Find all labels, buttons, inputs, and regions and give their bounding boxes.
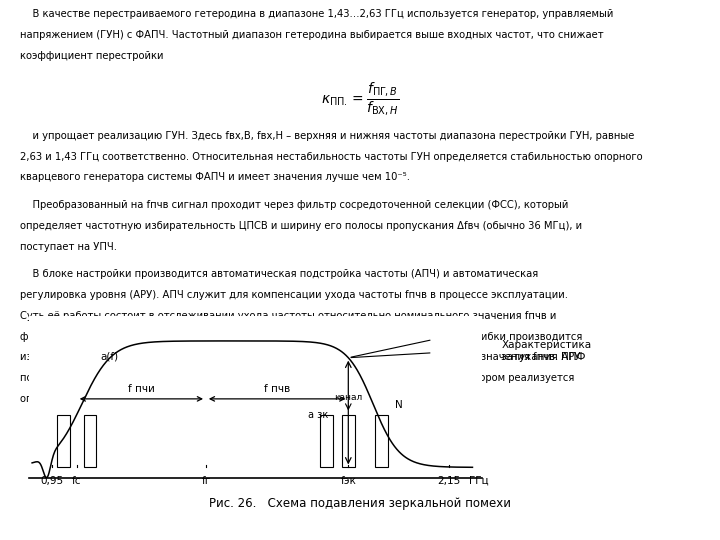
Text: кварцевого генератора системы ФАПЧ и имеет значения лучше чем 10⁻⁵.: кварцевого генератора системы ФАПЧ и име… [20, 172, 410, 183]
Text: $\kappa_{\Pi\Pi.} = \dfrac{f_{\Pi\Gamma,B}}{f_{\text{BX},H}}$: $\kappa_{\Pi\Pi.} = \dfrac{f_{\Pi\Gamma,… [321, 80, 399, 118]
Text: f пчи: f пчи [128, 384, 155, 394]
Text: fэк: fэк [341, 476, 356, 486]
Text: и упрощает реализацию ГУН. Здесь fвх,B, fвх,Н – верхняя и нижняя частоты диапазо: и упрощает реализацию ГУН. Здесь fвх,B, … [20, 131, 634, 140]
Text: a(f): a(f) [100, 352, 118, 362]
Text: поддерживает постоянство уровня сигнала на входе фазового демодулятора, при кото: поддерживает постоянство уровня сигнала … [20, 374, 575, 383]
Text: Рис. 26.   Схема подавления зеркальной помехи: Рис. 26. Схема подавления зеркальной пом… [209, 496, 511, 510]
Bar [58, 415, 70, 467]
Text: канал: канал [334, 393, 362, 402]
Text: поступает на УПЧ.: поступает на УПЧ. [20, 241, 117, 252]
Text: регулировка уровня (АРУ). АПЧ служит для компенсации ухода частоты fпчв в процес: регулировка уровня (АРУ). АПЧ служит для… [20, 289, 568, 300]
Text: Характеристика
затухания ППФ: Характеристика затухания ППФ [501, 340, 592, 362]
Text: fг: fг [202, 476, 210, 486]
Text: В качестве перестраиваемого гетеродина в диапазоне 1,43…2,63 ГГц используется ге: В качестве перестраиваемого гетеродина в… [20, 9, 613, 19]
Text: Суть её работы состоит в отслеживании ухода частоты относительно номинального зн: Суть её работы состоит в отслеживании ух… [20, 310, 557, 321]
Text: определяет частотную избирательность ЦПСВ и ширину его полосы пропускания Δfвч (: определяет частотную избирательность ЦПС… [20, 221, 582, 231]
Text: изменение параметров перестраиваемого гетеродина для достижения номинального зна: изменение параметров перестраиваемого ге… [20, 353, 580, 362]
Text: ГГц: ГГц [469, 476, 489, 486]
Bar [320, 415, 333, 467]
Text: коэффициент перестройки: коэффициент перестройки [20, 51, 163, 61]
Bar [375, 415, 387, 467]
Text: оптимальный режим его работы.: оптимальный режим его работы. [20, 394, 195, 404]
Text: N: N [395, 400, 402, 410]
Bar [342, 415, 354, 467]
Text: fс: fс [72, 476, 81, 486]
Text: напряжением (ГУН) с ФАПЧ. Частотный диапазон гетеродина выбирается выше входных : напряжением (ГУН) с ФАПЧ. Частотный диап… [20, 30, 604, 40]
Text: Преобразованный на fпчв сигнал проходит через фильтр сосредоточенной селекции (Ф: Преобразованный на fпчв сигнал проходит … [20, 200, 569, 210]
Text: 2,63 и 1,43 ГГц соответственно. Относительная нестабильность частоты ГУН определ: 2,63 и 1,43 ГГц соответственно. Относите… [20, 152, 643, 161]
Bar [84, 415, 96, 467]
Text: формировании напряжения ошибки, пропорционального этому уходу. По величине ошибк: формировании напряжения ошибки, пропорци… [20, 332, 582, 342]
Text: f пчв: f пчв [264, 384, 290, 394]
Text: a зк: a зк [308, 410, 328, 420]
Text: В блоке настройки производится автоматическая подстройка частоты (АПЧ) и автомат: В блоке настройки производится автоматич… [20, 269, 539, 279]
Text: 2,15: 2,15 [438, 476, 461, 486]
Text: 0,95: 0,95 [40, 476, 63, 486]
